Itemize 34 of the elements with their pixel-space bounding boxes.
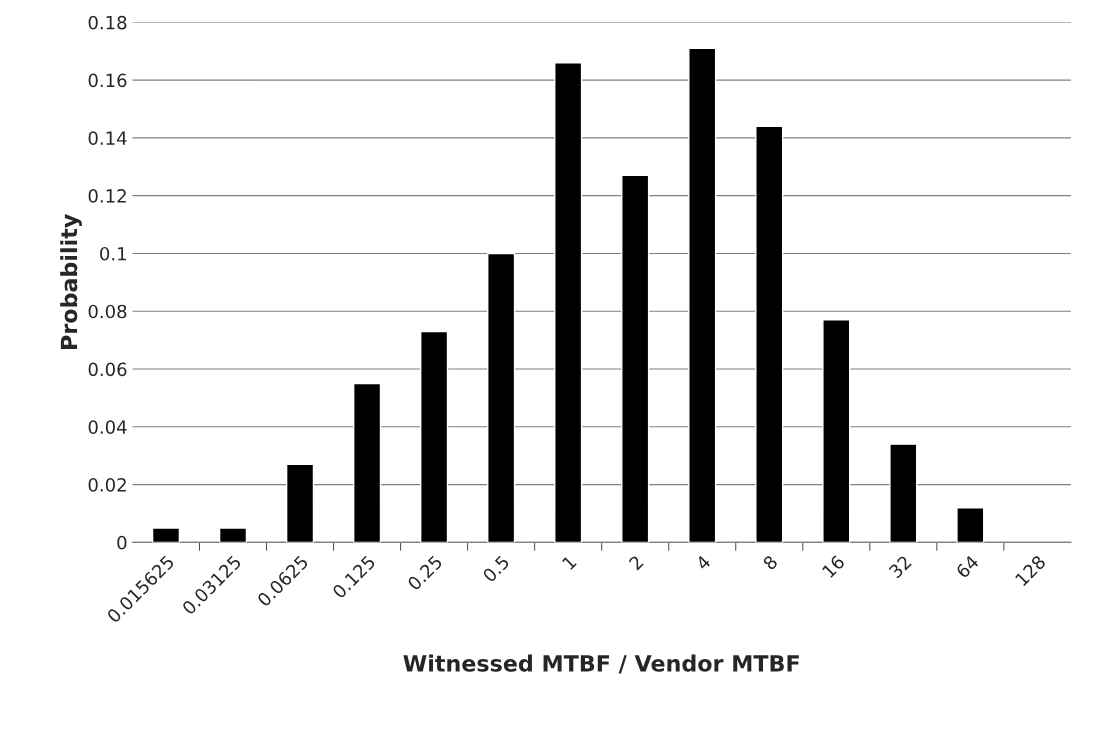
y-tick-label: 0.02 [88,478,126,492]
x-tick-label: 8 [762,554,779,571]
x-axis-title: Witnessed MTBF / Vendor MTBF [403,654,799,674]
y-tick-label: 0.12 [88,189,126,203]
bar [822,319,851,543]
bar [621,174,650,543]
bar [554,62,583,543]
bar [487,252,516,543]
y-tick-label: 0.04 [88,420,127,434]
x-tick-label: 0.5 [481,554,510,583]
bar [420,330,449,543]
y-tick-label: 0.06 [88,362,127,377]
x-tick-label: 64 [955,554,980,579]
y-tick-label: 0.14 [88,131,127,145]
bar [688,47,717,543]
bar [151,527,181,543]
y-tick-label: 0.16 [88,73,127,88]
y-tick-label: 0.1 [100,246,126,261]
bar [755,125,784,543]
x-tick-label: 128 [1014,554,1047,587]
x-tick-label: 16 [821,554,846,579]
x-tick-label: 1 [561,555,577,570]
bar [218,527,248,543]
bar [956,507,985,543]
y-tick-label: 0.18 [88,15,127,30]
y-tick-label: 0 [117,535,127,550]
bar [352,382,382,543]
bar [889,443,918,543]
y-axis-title: Probability [60,214,82,349]
x-tick-label: 4 [695,554,712,571]
x-tick-label: 32 [888,555,912,579]
y-tick-label: 0.08 [88,304,127,319]
x-tick-label: 2 [628,555,644,571]
bar [285,463,315,543]
